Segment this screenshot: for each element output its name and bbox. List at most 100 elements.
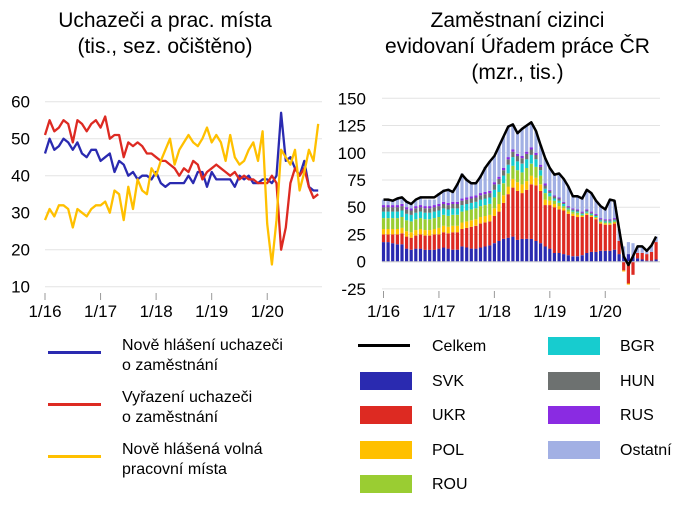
bar-segment-bgr — [469, 202, 473, 210]
bar-segment-bgr — [594, 215, 598, 217]
bar-segment-rou — [603, 222, 607, 224]
bar-segment-ukr — [515, 190, 520, 240]
bar-segment-hun — [418, 207, 423, 212]
bar-segment-ukr — [446, 233, 450, 249]
bar-segment-ukr — [626, 261, 630, 284]
bar-segment-pol — [488, 214, 492, 222]
bar-segment-bgr — [575, 211, 580, 213]
bar-segment-hun — [520, 158, 524, 164]
bar-segment-ukr — [502, 202, 506, 239]
bar-segment-bgr — [460, 205, 464, 212]
bar-segment-hun — [543, 185, 547, 189]
bar-segment-bgr — [446, 209, 450, 216]
legend-label-rou: ROU — [432, 476, 468, 493]
bar-segment-ukr — [455, 232, 459, 250]
bar-segment-pol — [557, 206, 561, 210]
bar-segment-hun — [589, 212, 593, 214]
bar-segment-rou — [612, 221, 617, 223]
bar-segment-ukr — [483, 222, 487, 247]
bar-segment-rus — [557, 197, 561, 199]
bar-segment-rou — [608, 222, 612, 224]
bar-segment-ukr — [395, 234, 399, 245]
bar-segment-rus — [580, 211, 584, 213]
bar-segment-hun — [511, 151, 515, 158]
bar-segment-svk — [622, 256, 626, 262]
bar-segment-rou — [580, 214, 584, 216]
bar-segment-bgr — [405, 213, 409, 221]
legend-swatch-rus — [548, 406, 600, 424]
legend-label-line2: o zaměstnání — [122, 409, 219, 426]
left-title-line2: (tis., sez. očištěno) — [77, 35, 253, 58]
bar-segment-ostatní — [446, 188, 450, 203]
bar-segment-svk — [529, 238, 533, 262]
bar-segment-svk — [502, 238, 506, 262]
bar-segment-ukr — [478, 223, 483, 248]
bar-segment-ukr — [451, 232, 455, 250]
left-series-line-0 — [43, 111, 319, 192]
bar-segment-ukr — [603, 224, 607, 251]
bar-segment-ostatní — [599, 206, 603, 219]
bar-segment-ukr — [465, 227, 469, 248]
bar-segment-rou — [562, 206, 566, 209]
bar-segment-bgr — [562, 204, 566, 207]
bar-segment-ukr — [580, 217, 584, 256]
bar-segment-rou — [497, 192, 501, 204]
bar-segment-rou — [566, 209, 570, 212]
legend-swatch-rou — [360, 475, 412, 493]
bar-segment-ostatní — [631, 243, 635, 257]
bar-segment-hun — [409, 210, 413, 215]
bar-segment-pol — [395, 229, 399, 235]
bar-segment-ukr — [423, 235, 427, 250]
bar-segment-rus — [506, 157, 510, 160]
bar-segment-hun — [437, 206, 441, 211]
bar-segment-rus — [423, 206, 427, 209]
bar-segment-hun — [612, 219, 617, 221]
left-x-tick-label: 1/20 — [251, 302, 284, 321]
bar-segment-ostatní — [580, 198, 584, 212]
legend-label-hun: HUN — [620, 373, 655, 390]
bar-segment-bgr — [589, 213, 593, 215]
bar-segment-svk — [460, 246, 464, 262]
bar-segment-ostatní — [395, 198, 399, 205]
bar-segment-ostatní — [418, 198, 423, 205]
bar-segment-bgr — [492, 189, 496, 198]
bar-segment-ostatní — [409, 204, 413, 209]
bar-segment-svk — [608, 250, 612, 262]
right-y-tick-label: -25 — [341, 280, 366, 299]
bar-segment-ostatní — [552, 174, 556, 196]
bar-segment-svk — [649, 260, 654, 262]
bar-segment-ostatní — [502, 136, 506, 168]
bar-segment-ostatní — [455, 183, 459, 202]
bar-segment-ukr — [428, 235, 432, 250]
bar-segment-bgr — [566, 208, 570, 210]
bar-segment-hun — [465, 199, 469, 204]
left-series-line-1 — [43, 115, 319, 251]
bar-segment-pol — [391, 229, 395, 235]
bar-segment-pol — [520, 184, 524, 194]
bar-segment-svk — [645, 260, 649, 262]
left-x-tick-label: 1/18 — [140, 302, 173, 321]
bar-segment-ostatní — [534, 131, 538, 153]
bar-segment-rou — [483, 205, 487, 216]
bar-segment-bgr — [465, 204, 469, 211]
bar-segment-pol — [548, 200, 552, 206]
bar-segment-rou — [492, 197, 496, 209]
bar-segment-pol — [506, 186, 510, 195]
bar-segment-bgr — [506, 164, 510, 174]
bar-segment-pol — [409, 232, 413, 238]
bar-segment-rus — [391, 205, 395, 208]
bar-segment-ostatní — [386, 199, 390, 205]
bar-segment-hun — [446, 205, 450, 210]
bar-segment-rou — [585, 212, 589, 214]
bar-segment-pol — [543, 199, 547, 205]
bar-segment-rus — [465, 197, 469, 200]
bar-segment-rou — [478, 206, 483, 217]
bar-segment-rus — [571, 208, 575, 210]
bar-segment-pol — [400, 227, 404, 234]
bar-segment-ukr — [594, 219, 598, 252]
bar-segment-hun — [405, 209, 409, 214]
bar-segment-svk — [437, 248, 441, 262]
bar-segment-bgr — [423, 212, 427, 220]
bar-segment-bgr — [478, 199, 483, 207]
bar-segment-ukr — [575, 217, 580, 257]
